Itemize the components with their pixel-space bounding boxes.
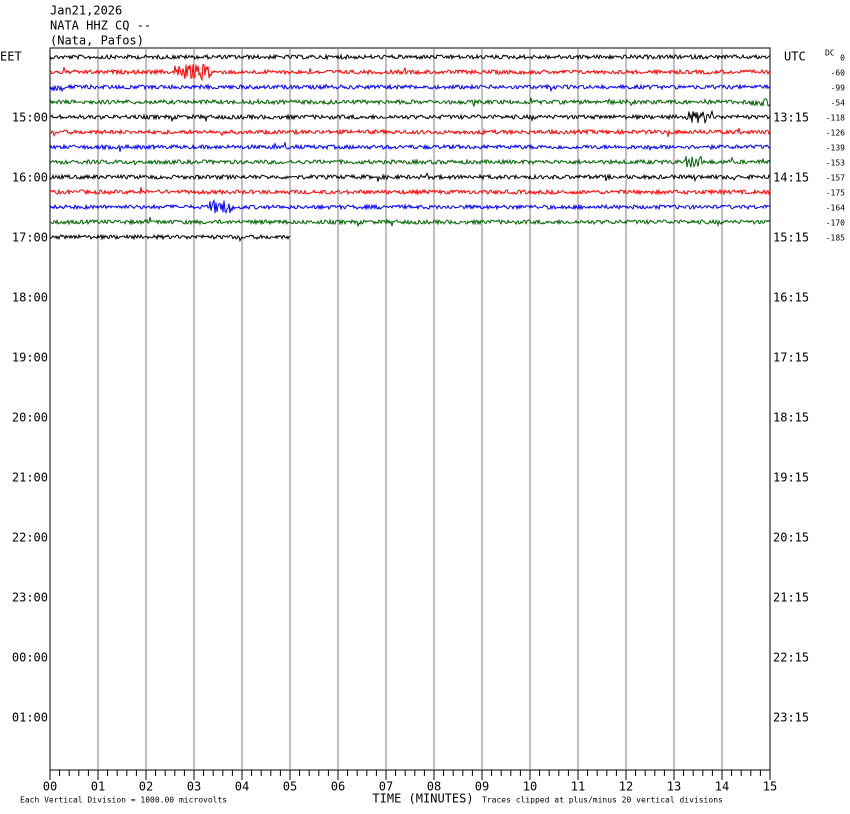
plot-frame: [49, 47, 771, 771]
trace: [50, 233, 291, 242]
trace: [49, 127, 771, 137]
trace: [49, 109, 771, 125]
left-time: 00:00: [12, 651, 48, 665]
date: Jan21,2026: [50, 4, 122, 18]
x-tick-label: 09: [475, 780, 489, 794]
trace: [49, 53, 771, 61]
right-time: 17:15: [773, 351, 809, 365]
dc-offset: -170: [826, 219, 845, 228]
dc-label: DC: [825, 49, 835, 58]
clip-note: Traces clipped at plus/minus 20 vertical…: [482, 796, 723, 805]
x-tick-label: 00: [43, 780, 57, 794]
left-time: 19:00: [12, 351, 48, 365]
dc-offset: -139: [826, 144, 845, 153]
x-tick-label: 04: [235, 780, 249, 794]
right-time: 15:15: [773, 231, 809, 245]
location: (Nata, Pafos): [50, 34, 144, 48]
right-time: 23:15: [773, 711, 809, 725]
left-time: 23:00: [12, 591, 48, 605]
x-tick-label: 02: [139, 780, 153, 794]
dc-offset: 0: [840, 54, 845, 63]
x-tick-label: 08: [427, 780, 441, 794]
left-time: 16:00: [12, 171, 48, 185]
dc-offset: -157: [826, 174, 845, 183]
x-tick-label: 13: [667, 780, 681, 794]
x-tick-label: 01: [91, 780, 105, 794]
scale-note: Each Vertical Division = 1000.00 microvo…: [20, 796, 227, 805]
right-time: 14:15: [773, 171, 809, 185]
dc-offset: -54: [831, 99, 846, 108]
dc-offset: -99: [831, 84, 846, 93]
right-time: 22:15: [773, 651, 809, 665]
x-axis-title: TIME (MINUTES): [372, 792, 473, 806]
trace: [49, 97, 771, 107]
x-tick-label: 11: [571, 780, 585, 794]
trace: [49, 63, 771, 82]
right-time: 21:15: [773, 591, 809, 605]
x-tick-label: 15: [763, 780, 777, 794]
left-zone: EET: [0, 50, 22, 64]
dc-offset: -185: [826, 234, 845, 243]
trace: [49, 142, 771, 152]
right-time: 20:15: [773, 531, 809, 545]
dc-offset: -126: [826, 129, 845, 138]
right-zone: UTC: [784, 50, 806, 64]
station: NATA HHZ CQ --: [50, 19, 151, 33]
x-tick-label: 10: [523, 780, 537, 794]
trace: [49, 187, 771, 196]
dc-offset: -153: [826, 159, 845, 168]
trace: [49, 216, 771, 228]
trace: [49, 172, 771, 183]
left-time: 22:00: [12, 531, 48, 545]
x-tick-label: 12: [619, 780, 633, 794]
right-time: 18:15: [773, 411, 809, 425]
left-time: 21:00: [12, 471, 48, 485]
trace: [49, 198, 771, 214]
x-tick-label: 14: [715, 780, 729, 794]
x-tick-label: 03: [187, 780, 201, 794]
dc-offset: -164: [826, 204, 845, 213]
dc-offset: -118: [826, 114, 845, 123]
left-time: 01:00: [12, 711, 48, 725]
left-time: 17:00: [12, 231, 48, 245]
x-tick-label: 06: [331, 780, 345, 794]
right-time: 13:15: [773, 111, 809, 125]
right-time: 16:15: [773, 291, 809, 305]
right-time: 19:15: [773, 471, 809, 485]
x-tick-label: 07: [379, 780, 393, 794]
left-time: 15:00: [12, 111, 48, 125]
trace: [49, 83, 771, 93]
dc-offset: -175: [826, 189, 845, 198]
left-time: 18:00: [12, 291, 48, 305]
x-tick-label: 05: [283, 780, 297, 794]
left-time: 20:00: [12, 411, 48, 425]
dc-offset: -60: [831, 69, 846, 78]
trace: [49, 155, 771, 168]
